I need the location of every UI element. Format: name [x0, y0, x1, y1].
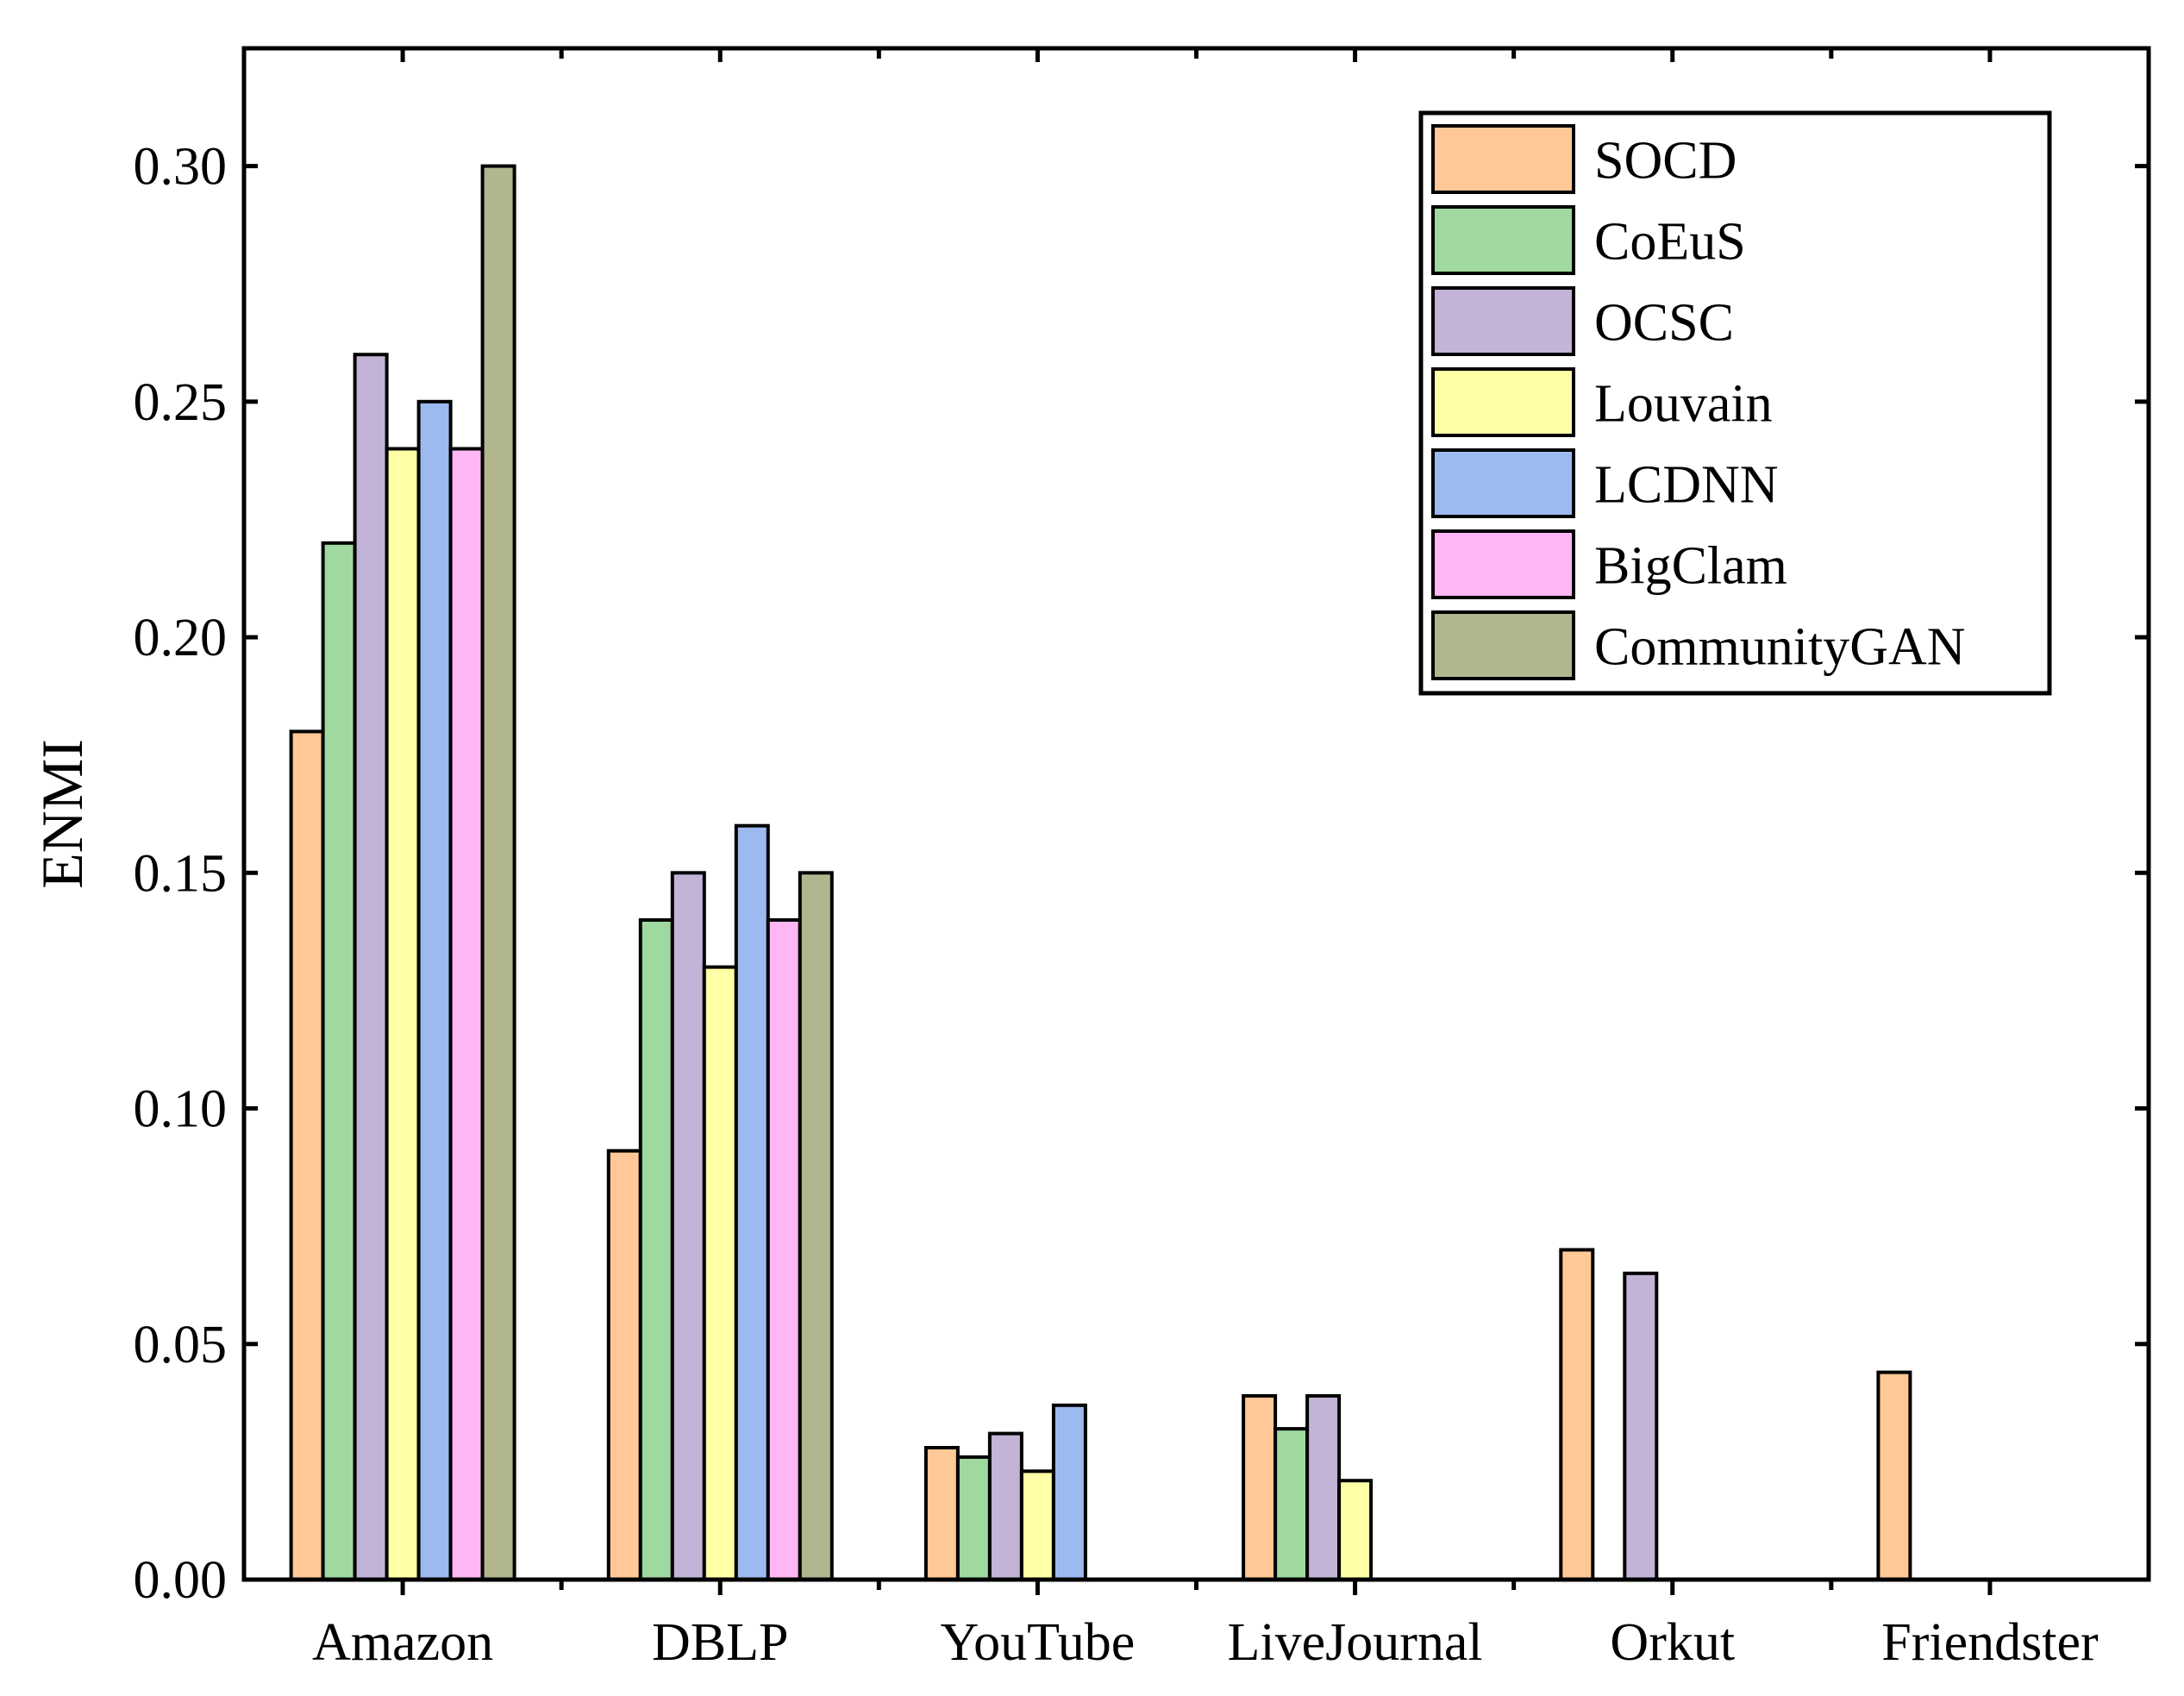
bar-louvain-dblp: [702, 965, 738, 1581]
bar-ocsc-amazon: [353, 353, 389, 1582]
y-axis-title: ENMI: [29, 739, 95, 889]
bar-ocsc-youtube: [987, 1431, 1023, 1581]
legend-label-louvain: Louvain: [1594, 375, 1773, 434]
x-tick-label: LiveJournal: [1228, 1613, 1483, 1672]
bar-ocsc-orkut: [1623, 1271, 1659, 1582]
bar-socd-friendster: [1876, 1370, 1912, 1581]
bar-lcdnn-youtube: [1051, 1403, 1087, 1582]
legend-label-communitygan: CommunityGAN: [1594, 618, 1966, 677]
bar-ocsc-dblp: [670, 871, 706, 1581]
bar-coeus-dblp: [638, 918, 674, 1581]
bar-communitygan-dblp: [798, 871, 834, 1581]
ticks-layer: [244, 48, 2149, 1595]
bar-louvain-amazon: [385, 447, 421, 1581]
bar-bigclam-dblp: [766, 918, 802, 1581]
bar-socd-dblp: [606, 1148, 642, 1581]
bar-coeus-livejournal: [1273, 1427, 1310, 1581]
y-tick-label: 0.20: [134, 609, 228, 667]
y-tick-label: 0.30: [134, 138, 228, 197]
legend-swatch-bigclam: [1431, 529, 1575, 599]
legend-label-bigclam: BigClam: [1594, 537, 1787, 596]
legend-swatch-ocsc: [1431, 286, 1575, 356]
x-tick-labels: Amazon DBLP YouTube LiveJournal Orkut Friends…: [312, 1613, 2099, 1672]
y-tick-labels: 0.00 0.05 0.10 0.15 0.20 0.25 0.30: [134, 138, 228, 1610]
legend-items: SOCD CoEuS OCSC Louvain LCDNN BigClam Communit…: [1431, 124, 1966, 680]
legend-label-coeus: CoEuS: [1594, 213, 1746, 272]
legend-label-ocsc: OCSC: [1594, 294, 1734, 353]
legend-label-lcdnn: LCDNN: [1594, 456, 1779, 515]
bar-lcdnn-amazon: [416, 399, 453, 1581]
legend-swatch-lcdnn: [1431, 448, 1575, 518]
x-tick-label: Amazon: [312, 1613, 493, 1672]
y-tick-label: 0.15: [134, 844, 228, 903]
bar-socd-youtube: [923, 1446, 960, 1581]
bar-communitygan-amazon: [480, 164, 516, 1582]
bar-ocsc-livejournal: [1305, 1393, 1342, 1582]
bar-socd-amazon: [289, 729, 325, 1581]
y-tick-label: 0.10: [134, 1080, 228, 1139]
x-tick-label: Friendster: [1881, 1613, 2099, 1672]
bar-lcdnn-dblp: [734, 823, 770, 1581]
x-tick-label: DBLP: [652, 1613, 788, 1672]
legend: SOCD CoEuS OCSC Louvain LCDNN BigClam Communit…: [1418, 110, 2052, 696]
bar-coeus-youtube: [955, 1455, 992, 1582]
bar-socd-orkut: [1559, 1248, 1595, 1581]
y-tick-label: 0.25: [134, 373, 228, 432]
legend-swatch-coeus: [1431, 205, 1575, 275]
bar-coeus-amazon: [321, 541, 357, 1581]
y-tick-label: 0.05: [134, 1316, 228, 1374]
bar-bigclam-amazon: [448, 447, 485, 1581]
bars-layer: [289, 164, 1912, 1582]
bar-louvain-youtube: [1019, 1469, 1055, 1582]
x-tick-label: Orkut: [1610, 1613, 1735, 1672]
bar-socd-livejournal: [1242, 1393, 1278, 1582]
x-tick-label: YouTube: [941, 1613, 1136, 1672]
legend-swatch-louvain: [1431, 367, 1575, 437]
bar-louvain-livejournal: [1337, 1479, 1374, 1581]
y-tick-label: 0.00: [134, 1551, 228, 1610]
legend-label-socd: SOCD: [1594, 132, 1737, 191]
legend-swatch-socd: [1431, 124, 1575, 194]
legend-swatch-communitygan: [1431, 610, 1575, 680]
